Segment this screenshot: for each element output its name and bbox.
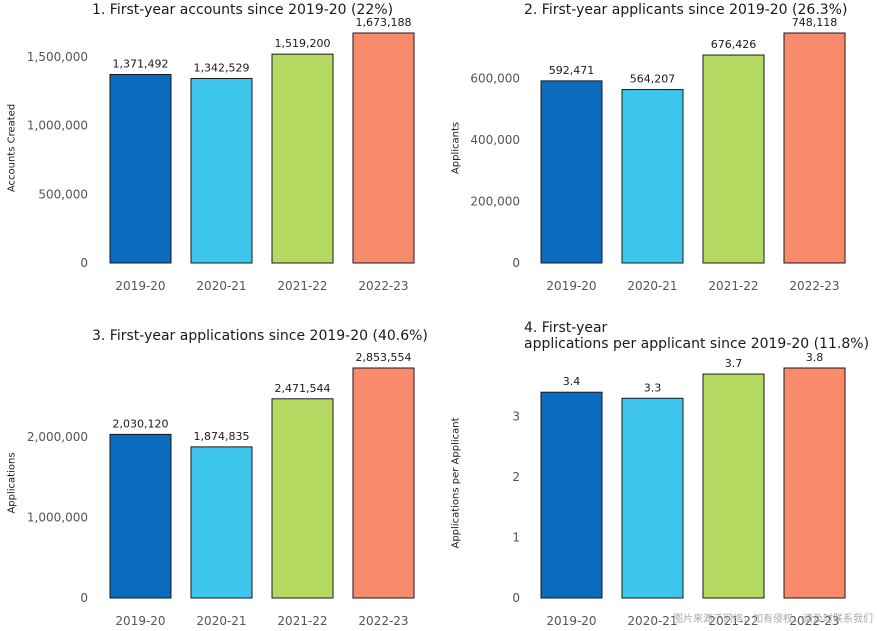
x-tick-label: 2020-21 bbox=[196, 279, 246, 293]
chart-panel-1: 1. First-year accounts since 2019-20 (22… bbox=[6, 2, 415, 293]
chart-title-line: 3. First-year applications since 2019-20… bbox=[92, 328, 428, 344]
chart-title: 2. First-year applicants since 2019-20 (… bbox=[524, 2, 847, 18]
bar-value-label: 3.8 bbox=[806, 351, 824, 364]
bar-value-label: 1,673,188 bbox=[356, 16, 412, 29]
y-tick-label: 0 bbox=[80, 256, 88, 270]
x-tick-label: 2021-22 bbox=[708, 614, 758, 628]
y-tick-label: 400,000 bbox=[470, 133, 520, 147]
y-axis-label: Applications bbox=[6, 452, 17, 513]
bar-2020-21 bbox=[190, 446, 253, 599]
chart-panel-2: 2. First-year applicants since 2019-20 (… bbox=[450, 2, 847, 293]
chart-title-line: 1. First-year accounts since 2019-20 (22… bbox=[92, 2, 393, 18]
x-tick-label: 2021-22 bbox=[277, 614, 327, 628]
x-tick-label: 2019-20 bbox=[115, 614, 165, 628]
bar-2021-22 bbox=[271, 53, 334, 264]
x-tick-label: 2022-23 bbox=[789, 614, 839, 628]
bar-value-label: 2,853,554 bbox=[356, 351, 412, 364]
bar-2021-22 bbox=[702, 373, 765, 599]
chart-panel-4: 4. First-year applications per applicant … bbox=[450, 320, 869, 628]
chart-panel-3: 3. First-year applications since 2019-20… bbox=[6, 328, 427, 628]
y-tick-label: 1,000,000 bbox=[27, 510, 88, 524]
bar-value-label: 564,207 bbox=[630, 73, 676, 86]
y-tick-label: 3 bbox=[512, 409, 520, 423]
x-tick-label: 2022-23 bbox=[789, 279, 839, 293]
chart-title-line: 2. First-year applicants since 2019-20 (… bbox=[524, 2, 847, 18]
chart-title-line: applications per applicant since 2019-20… bbox=[524, 336, 869, 352]
bar-2019-20 bbox=[109, 73, 172, 264]
chart-title: 4. First-year applications per applicant … bbox=[524, 320, 869, 352]
x-tick-label: 2019-20 bbox=[546, 279, 596, 293]
y-tick-label: 2 bbox=[512, 470, 520, 484]
y-tick-label: 1,000,000 bbox=[27, 119, 88, 133]
x-tick-label: 2019-20 bbox=[546, 614, 596, 628]
y-axis-label: Applications per Applicant bbox=[450, 417, 461, 548]
x-tick-label: 2020-21 bbox=[627, 279, 677, 293]
bar-2022-23 bbox=[352, 32, 415, 264]
y-tick-label: 1 bbox=[512, 530, 520, 544]
bar-value-label: 3.3 bbox=[644, 381, 662, 394]
bar-2020-21 bbox=[621, 397, 684, 599]
y-tick-label: 0 bbox=[80, 591, 88, 605]
bar-value-label: 3.7 bbox=[725, 357, 743, 370]
x-tick-label: 2022-23 bbox=[358, 279, 408, 293]
x-tick-label: 2021-22 bbox=[708, 279, 758, 293]
bar-value-label: 2,471,544 bbox=[275, 382, 331, 395]
bar-value-label: 1,874,835 bbox=[194, 430, 250, 443]
chart-title: 1. First-year accounts since 2019-20 (22… bbox=[92, 2, 393, 18]
chart-title-line: 4. First-year bbox=[524, 320, 608, 336]
x-tick-label: 2020-21 bbox=[627, 614, 677, 628]
bar-value-label: 748,118 bbox=[792, 16, 838, 29]
bar-value-label: 1,371,492 bbox=[113, 57, 169, 70]
bar-2019-20 bbox=[109, 433, 172, 599]
y-tick-label: 200,000 bbox=[470, 195, 520, 209]
bar-2020-21 bbox=[621, 89, 684, 264]
chart-title: 3. First-year applications since 2019-20… bbox=[92, 328, 428, 344]
x-tick-label: 2020-21 bbox=[196, 614, 246, 628]
bar-value-label: 3.4 bbox=[563, 375, 581, 388]
bar-2020-21 bbox=[190, 77, 253, 264]
bar-value-label: 676,426 bbox=[711, 38, 757, 51]
bar-2022-23 bbox=[783, 32, 846, 264]
bar-2022-23 bbox=[352, 367, 415, 599]
x-tick-label: 2019-20 bbox=[115, 279, 165, 293]
bar-value-label: 1,342,529 bbox=[194, 61, 250, 74]
bar-value-label: 592,471 bbox=[549, 64, 595, 77]
x-tick-label: 2021-22 bbox=[277, 279, 327, 293]
bar-2022-23 bbox=[783, 367, 846, 599]
y-axis-label: Accounts Created bbox=[6, 104, 17, 192]
bar-2019-20 bbox=[540, 391, 603, 599]
y-tick-label: 1,500,000 bbox=[27, 50, 88, 64]
x-tick-label: 2022-23 bbox=[358, 614, 408, 628]
y-tick-label: 2,000,000 bbox=[27, 430, 88, 444]
bar-2021-22 bbox=[271, 398, 334, 599]
y-tick-label: 0 bbox=[512, 591, 520, 605]
watermark-text: 图片来源于网络，如有侵权，请及时联系我们 bbox=[673, 614, 873, 625]
y-tick-label: 600,000 bbox=[470, 72, 520, 86]
y-tick-label: 0 bbox=[512, 256, 520, 270]
bar-value-label: 1,519,200 bbox=[275, 37, 331, 50]
bar-value-label: 2,030,120 bbox=[113, 417, 169, 430]
y-axis-label: Applicants bbox=[450, 122, 461, 174]
y-tick-label: 500,000 bbox=[38, 187, 88, 201]
bar-2019-20 bbox=[540, 80, 603, 264]
bar-2021-22 bbox=[702, 54, 765, 264]
